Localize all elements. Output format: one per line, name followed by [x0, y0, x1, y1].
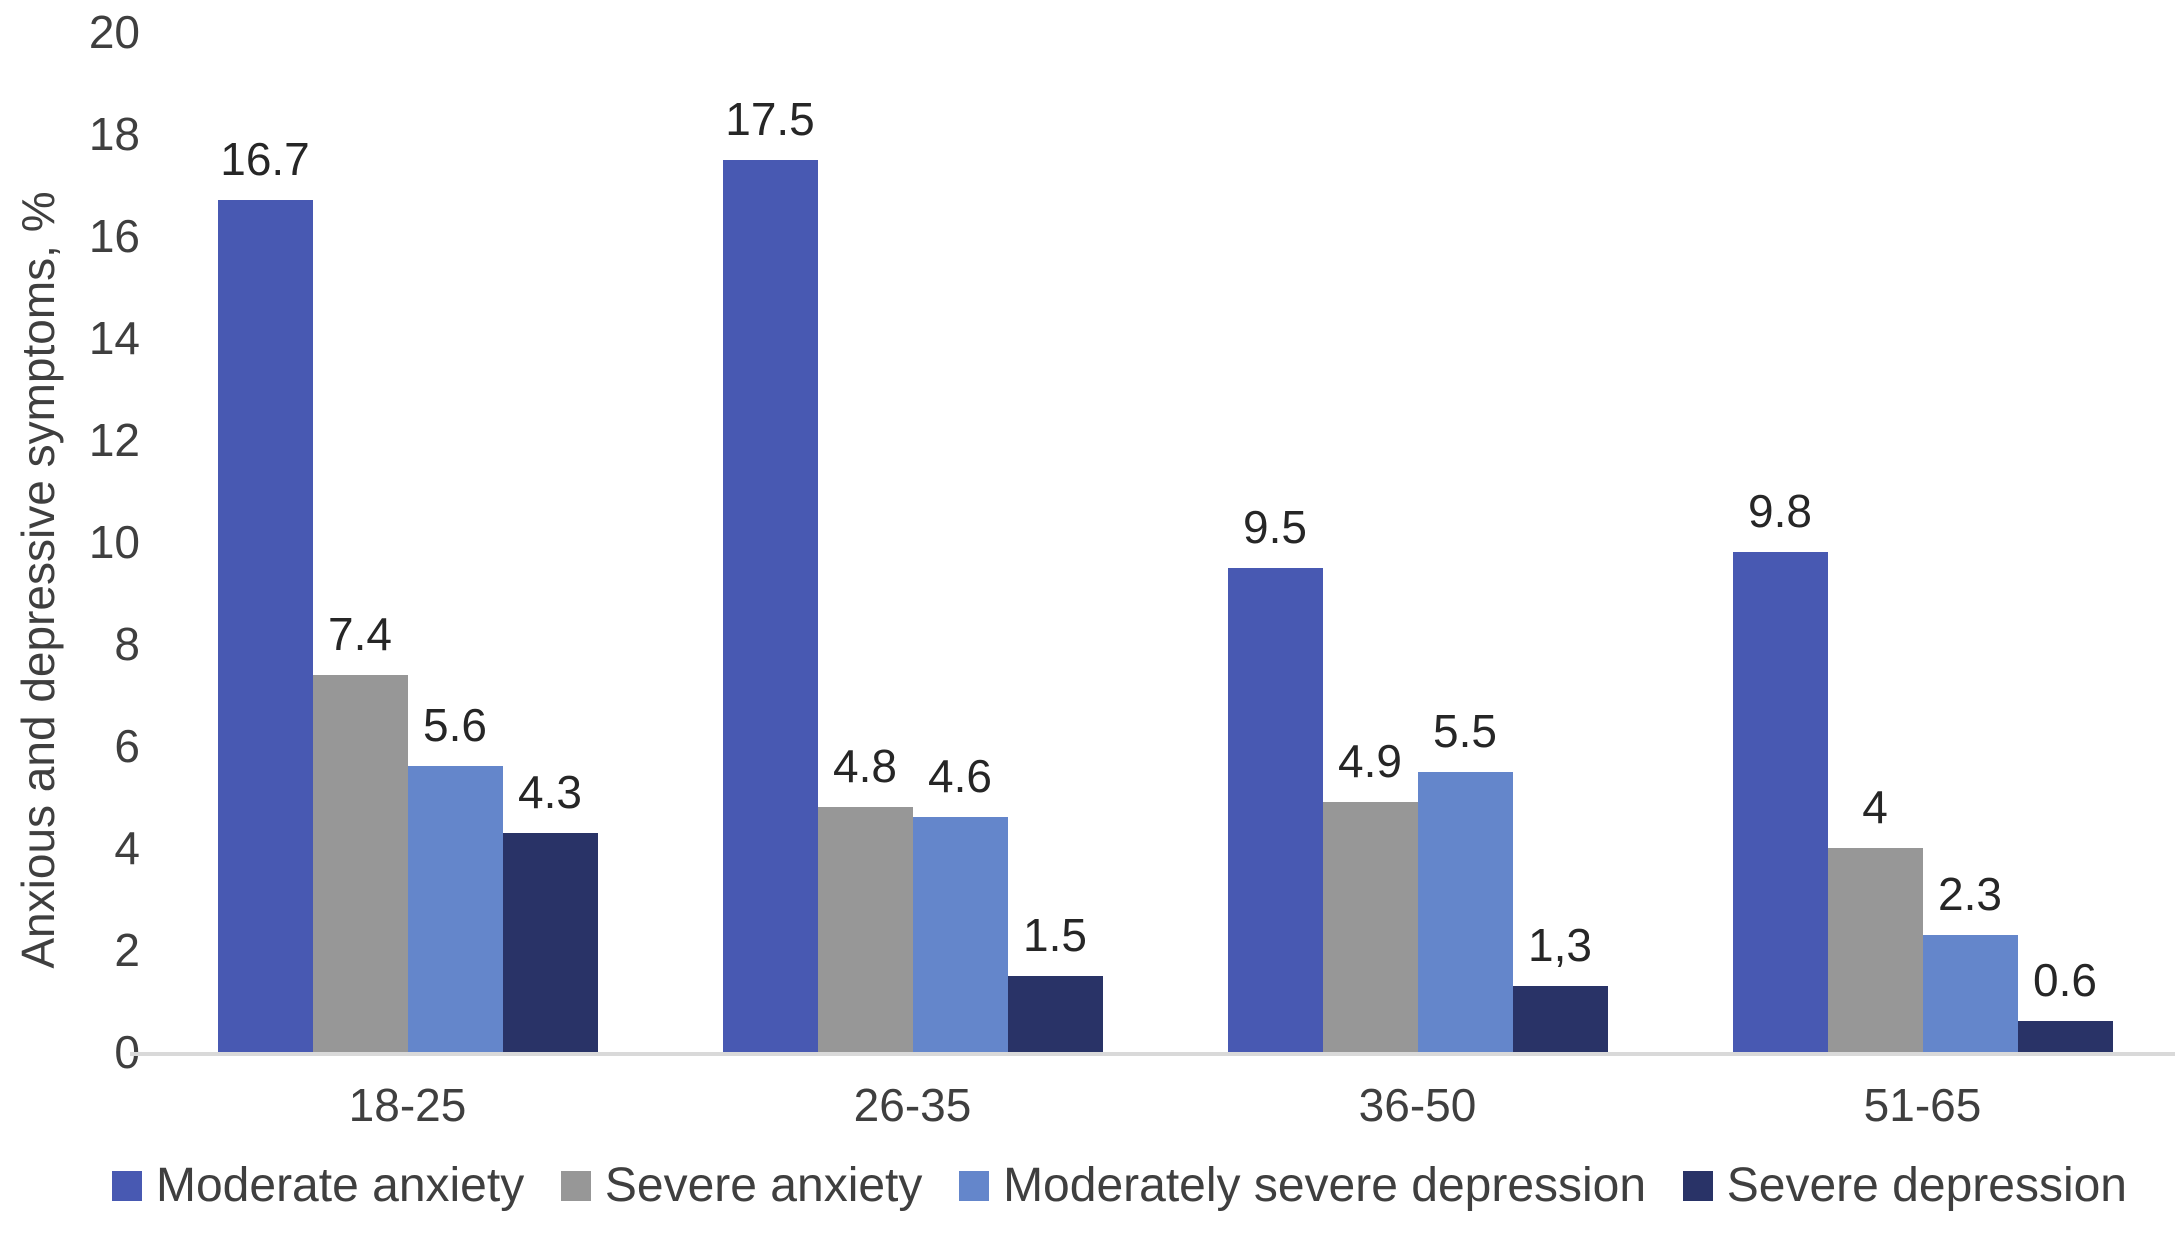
x-axis-category-label-18-25: 18-25 [348, 1079, 467, 1131]
bar-value-label: 1.5 [1023, 908, 1087, 961]
y-axis-tick-label: 18 [88, 108, 140, 160]
bar-value-label: 0.6 [2033, 954, 2097, 1007]
bar-severe-anxiety-51-65: 4 [1827, 781, 1923, 1052]
legend-item-moderately-severe-depression: Moderately severe depression [959, 1158, 1646, 1213]
x-axis-category-label-36-50: 36-50 [1358, 1079, 1477, 1131]
bar-value-label: 5.6 [423, 699, 487, 752]
y-axis-tick-label: 4 [114, 822, 140, 874]
x-axis-category-label-26-35: 26-35 [853, 1079, 972, 1131]
bar-value-label: 4.8 [833, 740, 897, 793]
bar-moderate-anxiety-36-50: 9.5 [1227, 501, 1323, 1052]
bar-value-label: 16.7 [220, 133, 310, 186]
bar-value-label: 1,3 [1528, 918, 1592, 971]
legend-marker-moderate-anxiety [112, 1170, 142, 1201]
y-axis-tick-label: 14 [88, 312, 140, 364]
bar-value-label: 7.4 [328, 607, 392, 660]
legend-label-moderately-severe-depression: Moderately severe depression [1003, 1159, 1647, 1212]
bar-severe-depression-51-65: 0.6 [2017, 954, 2113, 1052]
y-axis-tick-label: 10 [88, 516, 140, 568]
legend-item-severe-depression: Severe depression [1682, 1158, 2127, 1213]
bar-group-26-35: 17.5 4.8 4.6 1.5 [660, 32, 1165, 1052]
bar-severe-anxiety-18-25: 7.4 [312, 608, 408, 1052]
y-axis-tick-labels: 0 2 4 6 8 10 12 14 16 18 20 [0, 0, 140, 1241]
bar-severe-anxiety-26-35: 4.8 [817, 740, 913, 1052]
bar-moderately-severe-depression-26-35: 4.6 [912, 750, 1008, 1052]
bar-moderate-anxiety-51-65: 9.8 [1732, 485, 1828, 1052]
legend-marker-moderately-severe-depression [959, 1170, 990, 1201]
x-axis-line [130, 1052, 2175, 1056]
legend-label-severe-depression: Severe depression [1726, 1159, 2127, 1212]
bar-value-label: 4.9 [1338, 735, 1402, 788]
y-axis-tick-label: 0 [114, 1026, 140, 1078]
bar-group-36-50: 9.5 4.9 5.5 1,3 [1165, 32, 1670, 1052]
bar-group-18-25: 16.7 7.4 5.6 4.3 [155, 32, 660, 1052]
bar-value-label: 9.5 [1243, 500, 1307, 553]
bar-value-label: 4.6 [928, 750, 992, 803]
plot-area: 16.7 7.4 5.6 4.3 17.5 4.8 4.6 1.5 9.5 4.9 5.5 1,3 9.… [155, 32, 2175, 1052]
bar-severe-anxiety-36-50: 4.9 [1322, 735, 1418, 1052]
legend-marker-severe-depression [1682, 1170, 1713, 1201]
y-axis-tick-label: 2 [114, 924, 140, 976]
legend-label-moderate-anxiety: Moderate anxiety [156, 1159, 525, 1212]
bar-value-label: 9.8 [1748, 485, 1812, 538]
legend-item-moderate-anxiety: Moderate anxiety [112, 1158, 524, 1213]
y-axis-tick-label: 8 [114, 618, 140, 670]
y-axis-tick-label: 20 [88, 6, 140, 58]
legend-label-severe-anxiety: Severe anxiety [604, 1159, 923, 1212]
bar-value-label: 5.5 [1433, 704, 1497, 757]
y-axis-tick-label: 12 [88, 414, 140, 466]
bar-severe-depression-36-50: 1,3 [1512, 919, 1608, 1052]
bar-moderately-severe-depression-51-65: 2.3 [1922, 868, 2018, 1052]
bar-group-51-65: 9.8 4 2.3 0.6 [1670, 32, 2175, 1052]
y-axis-tick-label: 16 [88, 210, 140, 262]
bar-moderately-severe-depression-36-50: 5.5 [1417, 705, 1513, 1052]
legend: Moderate anxiety Severe anxiety Moderately… [112, 1158, 2127, 1213]
legend-marker-severe-anxiety [560, 1170, 591, 1201]
bar-moderate-anxiety-26-35: 17.5 [722, 93, 818, 1052]
bar-value-label: 2.3 [1938, 867, 2002, 920]
bar-value-label: 4.3 [518, 765, 582, 818]
bar-value-label: 17.5 [725, 92, 815, 145]
bar-value-label: 4 [1862, 781, 1888, 833]
y-axis-tick-label: 6 [114, 720, 140, 772]
bar-moderate-anxiety-18-25: 16.7 [217, 133, 313, 1052]
bar-severe-depression-26-35: 1.5 [1007, 909, 1103, 1052]
bar-severe-depression-18-25: 4.3 [502, 766, 598, 1052]
x-axis-category-label-51-65: 51-65 [1863, 1079, 1982, 1131]
legend-item-severe-anxiety: Severe anxiety [560, 1158, 923, 1213]
bar-moderately-severe-depression-18-25: 5.6 [407, 699, 503, 1052]
x-axis-category-labels: 18-25 26-35 36-50 51-65 [155, 1078, 2175, 1132]
